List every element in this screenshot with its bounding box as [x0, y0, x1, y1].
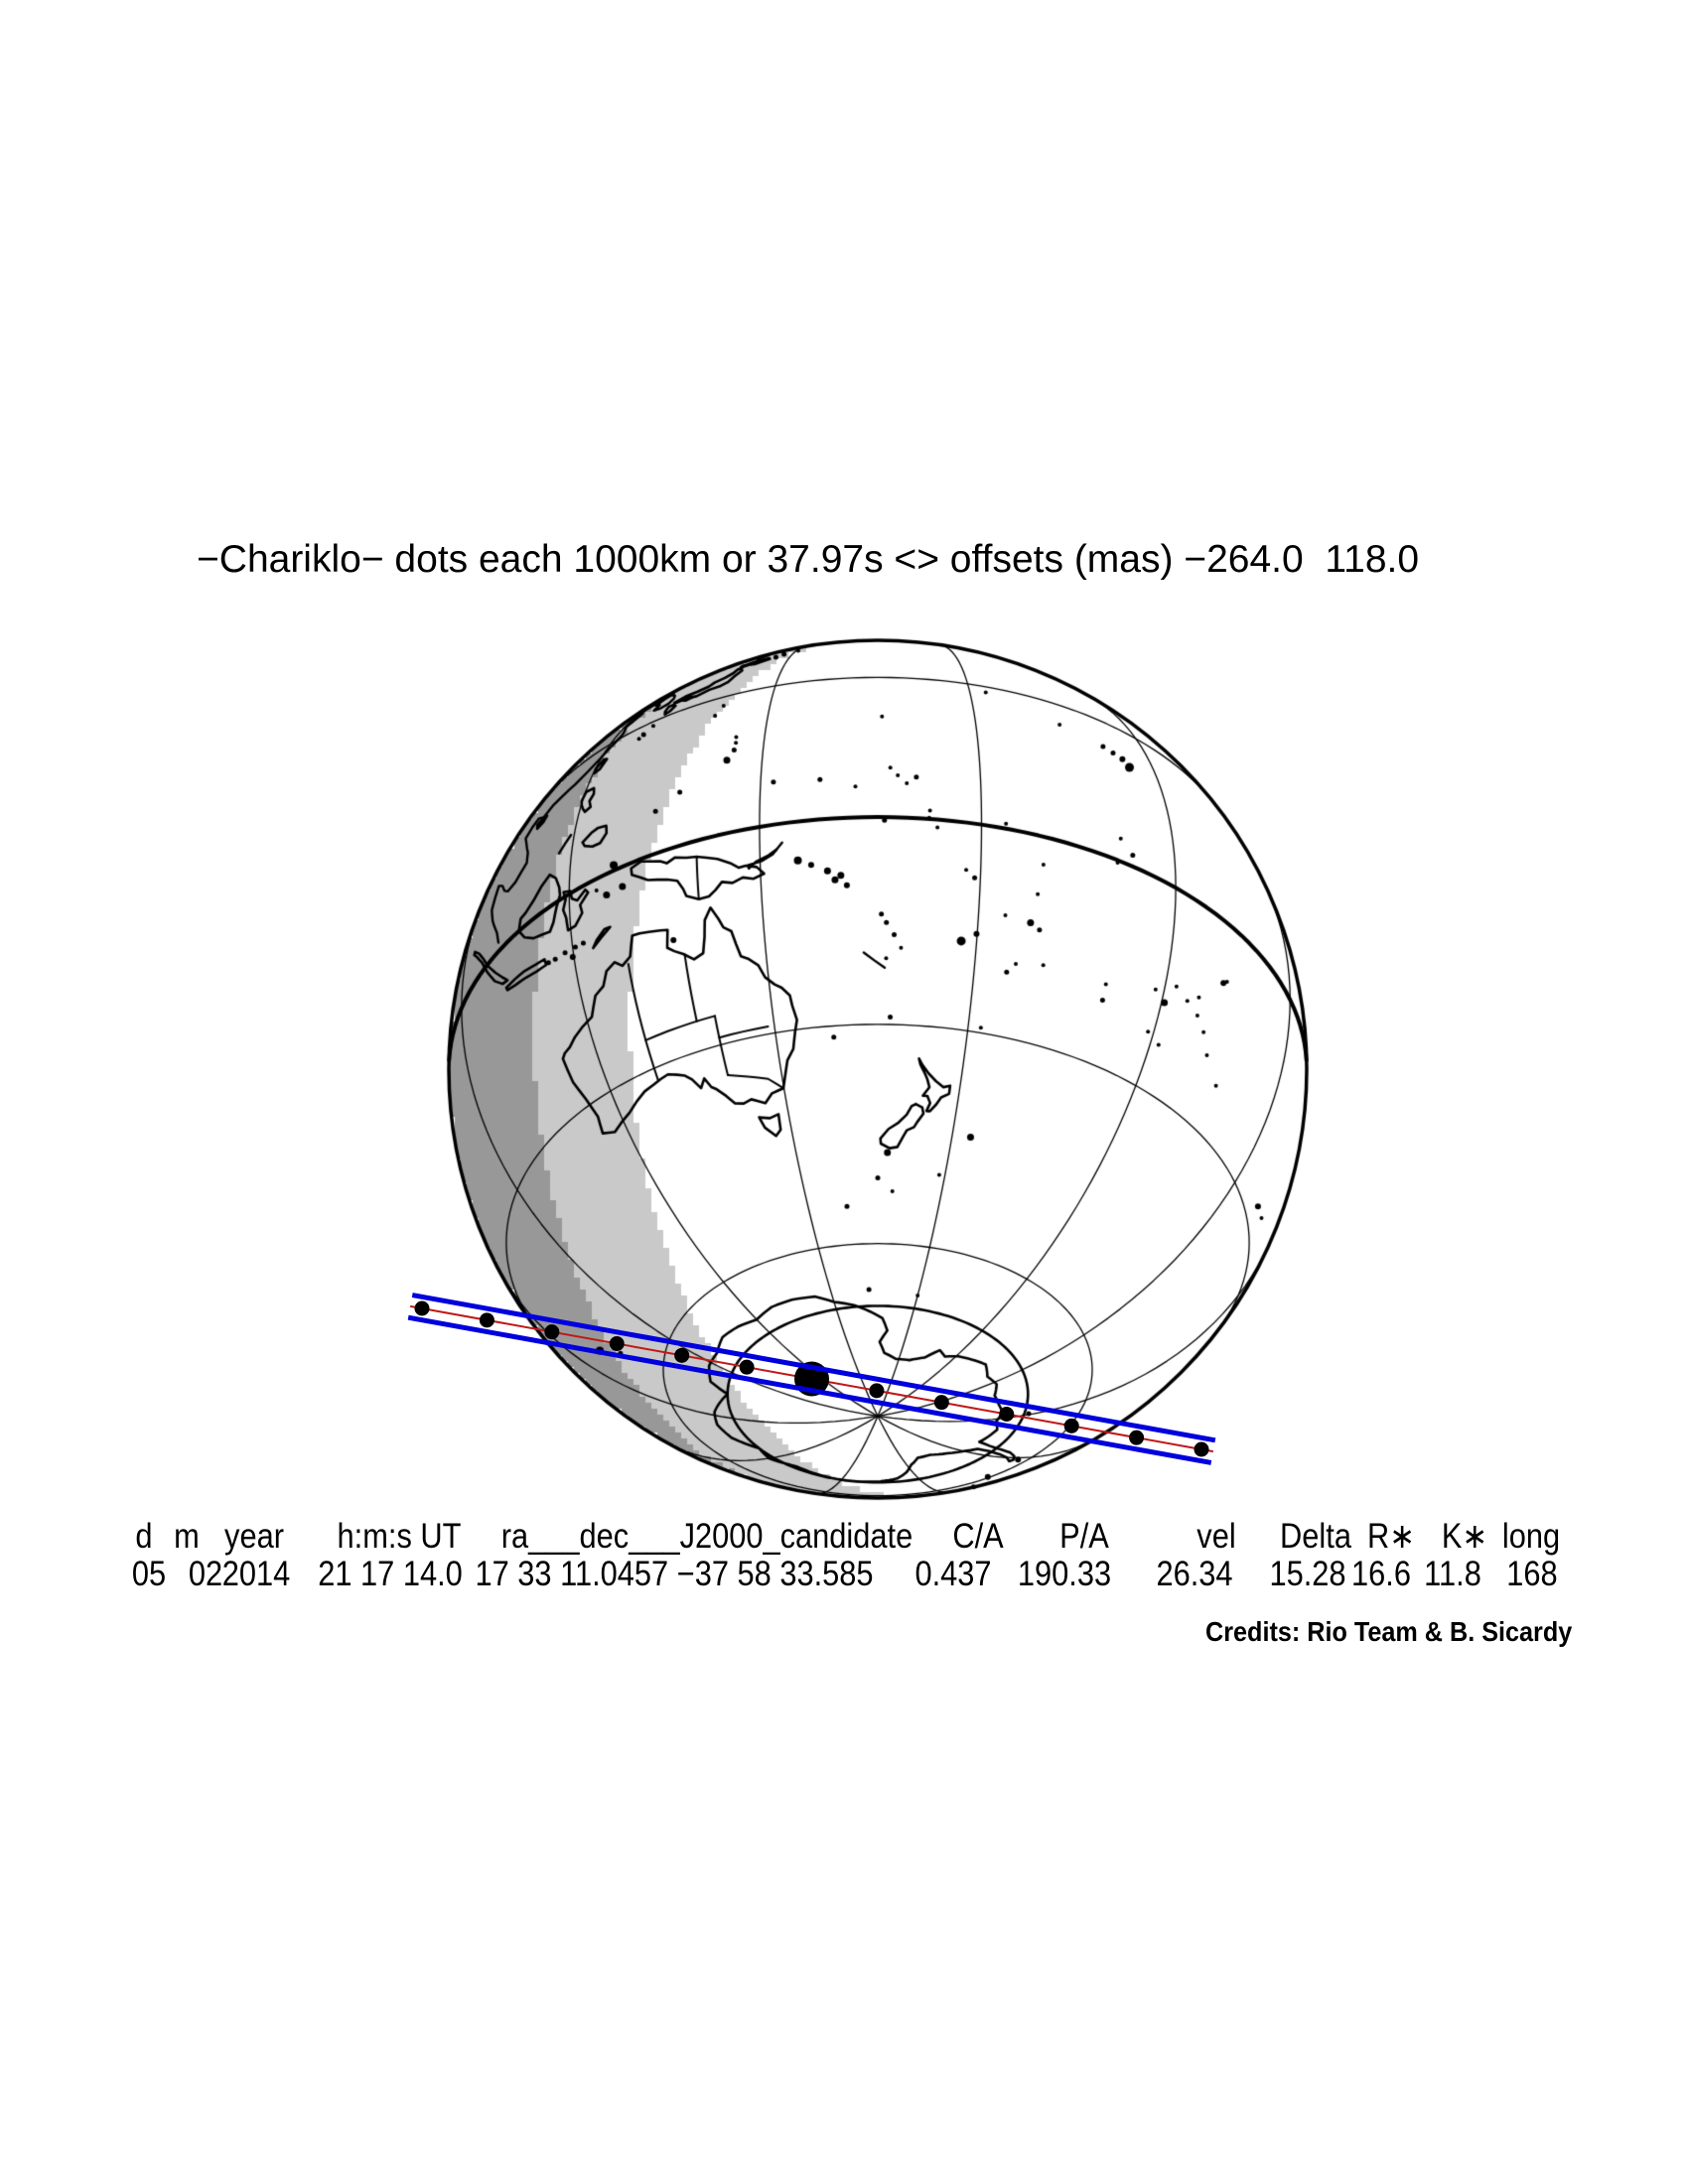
col-header-pa: P/A: [1059, 1517, 1109, 1556]
col-header-kstar: K∗: [1441, 1517, 1488, 1556]
col-header-time-ut: h:m:s UT: [337, 1517, 462, 1556]
value-day: 05: [131, 1555, 167, 1593]
col-header-delta: Delta: [1280, 1517, 1351, 1556]
col-header-month: m: [174, 1517, 200, 1556]
credits: Credits: Rio Team & B. Sicardy: [1204, 1616, 1572, 1647]
ephemeris-values-row: 05 02 2014 21 17 14.0 17 33 11.0457 −37 …: [0, 0, 1688, 1593]
value-pa: 190.33: [1017, 1555, 1112, 1593]
ephemeris-header-row: d m year h:m:s UT ra___dec___J2000_candi…: [0, 0, 1688, 1556]
value-vel: 26.34: [1156, 1555, 1233, 1593]
value-time-ut: 21 17 14.0: [318, 1555, 463, 1593]
value-rstar: 16.6: [1351, 1555, 1411, 1593]
value-kstar: 11.8: [1424, 1555, 1481, 1593]
value-month: 02: [188, 1555, 223, 1593]
value-ca: 0.437: [914, 1555, 992, 1593]
col-header-long: long: [1501, 1517, 1561, 1556]
value-delta: 15.28: [1269, 1555, 1346, 1593]
value-ra-dec: 17 33 11.0457 −37 58 33.585: [475, 1555, 874, 1593]
value-year: 2014: [221, 1555, 291, 1593]
col-header-rstar: R∗: [1366, 1517, 1416, 1556]
col-header-day: d: [135, 1517, 153, 1556]
col-header-vel: vel: [1196, 1517, 1236, 1556]
col-header-ra-dec: ra___dec___J2000_candidate: [500, 1517, 914, 1556]
value-long: 168: [1506, 1555, 1558, 1593]
col-header-year: year: [224, 1517, 284, 1556]
col-header-ca: C/A: [952, 1517, 1004, 1556]
